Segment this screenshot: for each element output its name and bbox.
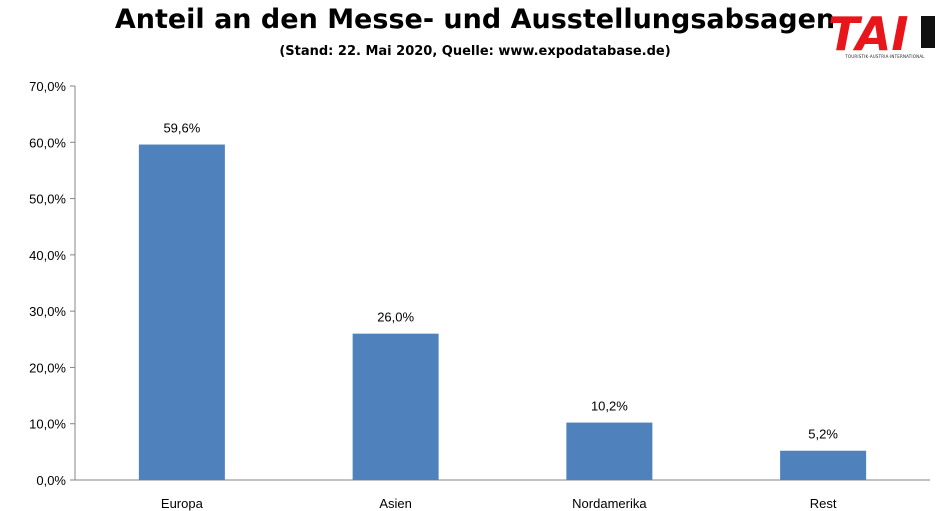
chart-title: Anteil an den Messe- und Ausstellungsabs… <box>114 4 836 35</box>
bar-asien <box>352 333 439 480</box>
chart-subtitle: (Stand: 22. Mai 2020, Quelle: www.expoda… <box>279 44 671 59</box>
chart-axes: 0,0% 10,0% 20,0% 30,0% 40,0% 50,0% 60,0% 70,0% <box>29 79 930 488</box>
data-label: 5,2% <box>808 427 838 442</box>
y-tick-label: 20,0% <box>29 360 66 375</box>
y-tick-label: 10,0% <box>29 417 66 432</box>
data-label: 59,6% <box>163 121 200 136</box>
y-tick-label: 60,0% <box>29 135 66 150</box>
logo-text: TAI <box>828 8 909 61</box>
tai-logo: TAI <box>828 8 935 61</box>
category-label: Europa <box>161 496 204 511</box>
y-tick-label: 50,0% <box>29 192 66 207</box>
y-tick-label: 40,0% <box>29 248 66 263</box>
chart-bars <box>138 144 867 480</box>
bar-nordamerika <box>566 422 653 480</box>
bar-rest <box>780 450 867 480</box>
y-tick-label: 0,0% <box>36 473 66 488</box>
logo-accent-bar <box>921 16 935 48</box>
category-label: Rest <box>810 496 837 511</box>
bar-europa <box>138 144 225 480</box>
category-label: Asien <box>379 496 412 511</box>
data-label: 26,0% <box>377 310 414 325</box>
data-label: 10,2% <box>591 399 628 414</box>
y-tick-label: 30,0% <box>29 304 66 319</box>
category-label: Nordamerika <box>572 496 647 511</box>
chart-labels: 59,6% Europa 26,0% Asien 10,2% Nordamerika 5,2… <box>161 121 838 511</box>
logo-subtext: TOURISTIK·AUSTRIA·INTERNATIONAL <box>845 54 925 59</box>
y-tick-label: 70,0% <box>29 79 66 94</box>
